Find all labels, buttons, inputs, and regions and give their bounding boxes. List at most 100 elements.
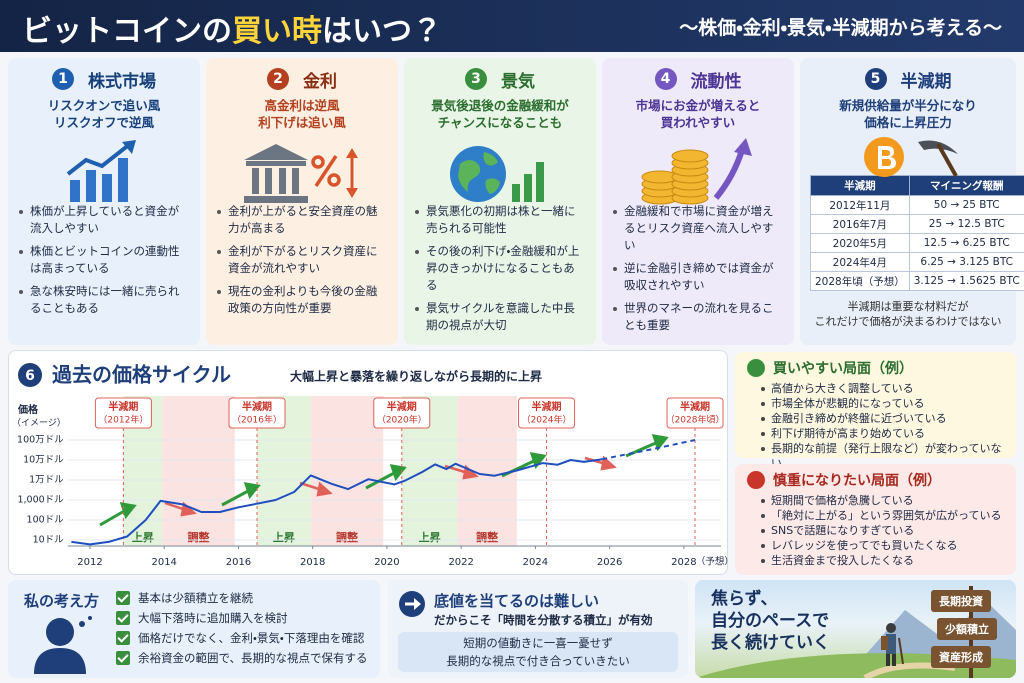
motto-line: 自分のペースで bbox=[711, 611, 830, 631]
checkbox bbox=[116, 651, 130, 665]
card-header: 3 景気 bbox=[414, 64, 586, 94]
phase-band bbox=[162, 396, 235, 546]
card-number: 5 bbox=[864, 68, 887, 90]
panel-item-text: 利下げ期待が高まり始めている bbox=[771, 427, 925, 440]
card-headline: 高金利は逆風 利下げは追い風 bbox=[216, 97, 388, 131]
liquidity-icon bbox=[641, 138, 752, 205]
panel-item: レバレッジを使ってでも買いたくなる bbox=[761, 538, 1004, 553]
down-arrow bbox=[164, 501, 197, 517]
halving-table: 半減期 マイニング報酬 2012年11月 50 → 25 BTC 2016年7月 25 →… bbox=[810, 175, 1024, 291]
table-cell: 2020年5月 bbox=[810, 233, 910, 253]
bullet: その後の利下げ・金融緩和が上昇のきっかけになることもある bbox=[414, 243, 586, 294]
bullet-dot bbox=[761, 559, 765, 563]
check-item: 基本は少額積立を継続 bbox=[116, 588, 376, 608]
price-line bbox=[71, 458, 603, 546]
bullet-text: 逆に金融引き締めでは資金が吸収されやすい bbox=[624, 261, 774, 292]
timing-note-line: 長期的な視点で付き合っていきたい bbox=[446, 654, 630, 668]
x-tick-label: 2020 bbox=[374, 557, 399, 568]
motto-line: 長く続けていく bbox=[711, 633, 830, 653]
buy-panel: 買いやすい局面（例） 高値から大きく調整している 市場全体が悲観的になっている 金融引… bbox=[735, 352, 1016, 470]
panel-title: 慎重になりたい局面（例） bbox=[747, 470, 1004, 490]
bullet-text: 金融緩和で市場に資金が増えるとリスク資産へ流入しやすい bbox=[624, 204, 774, 252]
bullet: 現在の金利よりも今後の金融政策の方向性が重要 bbox=[216, 283, 388, 317]
x-note: （予想） bbox=[696, 556, 728, 568]
bullet-text: 現在の金利よりも今後の金融政策の方向性が重要 bbox=[228, 284, 378, 315]
bullet-dot bbox=[217, 290, 221, 294]
phase-label: 上昇 bbox=[419, 530, 441, 544]
panel-item-text: 長期的な前提（発行上限など）が変わっていない bbox=[771, 442, 1002, 470]
bullet: 景気サイクルを意識した中長期の視点が大切 bbox=[414, 300, 586, 334]
panel-item: 長期的な前提（発行上限など）が変わっていない bbox=[761, 441, 1004, 471]
halving-box bbox=[228, 397, 286, 429]
bullet-dot bbox=[217, 250, 221, 254]
signpost: 少額積立 bbox=[937, 618, 997, 640]
bullet-dot bbox=[761, 529, 765, 533]
panel-item-text: 高値から大きく調整している bbox=[771, 382, 914, 395]
arrow-icon bbox=[399, 591, 425, 617]
panel-item-text: 「絶対に上がる」という雰囲気が広がっている bbox=[771, 509, 1002, 522]
halving-label: 半減期 bbox=[242, 400, 272, 413]
motto-line: 焦らず、 bbox=[711, 589, 778, 609]
x-tick-label: 2014 bbox=[151, 557, 176, 568]
bullet-dot bbox=[613, 307, 617, 311]
note-line: 半減期は重要な材料だが bbox=[847, 300, 969, 313]
y-tick-label: 10万ドル bbox=[23, 455, 64, 466]
bullet-dot bbox=[415, 307, 419, 311]
bullet-list: 株価が上昇していると資金が流入しやすい 株価とビットコインの連動性は高まっている急… bbox=[18, 203, 190, 317]
bullet-dot bbox=[19, 210, 23, 214]
my-view-list: 基本は少額積立を継続大幅下落時に追加購入を検討価格だけでなく、金利・景気・下落理… bbox=[116, 588, 376, 668]
card-header: 1 株式市場 bbox=[18, 64, 190, 94]
halving-year: （2012年） bbox=[98, 414, 148, 426]
bullet: 金融緩和で市場に資金が増えるとリスク資産へ流入しやすい bbox=[612, 203, 784, 254]
headline-line: チャンスになることも bbox=[437, 115, 563, 130]
down-arrow bbox=[584, 455, 617, 471]
panel-item: 市場全体が悲観的になっている bbox=[761, 396, 1004, 411]
title-part: ビットコインの bbox=[22, 14, 232, 49]
card-number: 3 bbox=[465, 68, 487, 90]
bullet-text: その後の利下げ・金融緩和が上昇のきっかけになることもある bbox=[426, 244, 580, 292]
card-title: 半減期 bbox=[900, 71, 952, 92]
panel-item: SNSで話題になりすぎている bbox=[761, 523, 1004, 538]
section-number-badge bbox=[18, 363, 42, 387]
bullet: 逆に金融引き締めでは資金が吸収されやすい bbox=[612, 260, 784, 294]
card-headline: 市場にお金が増えると 買われやすい bbox=[612, 97, 784, 131]
title-part: はいつ？ bbox=[322, 14, 442, 49]
panel-item-text: レバレッジを使ってでも買いたくなる bbox=[771, 539, 958, 552]
table-header: マイニング報酬 bbox=[908, 175, 1024, 196]
bullet-list: 景気悪化の初期は株と一緒に売られる可能性その後の利下げ・金融緩和が上昇のきっかけ… bbox=[414, 203, 586, 334]
bullet-dot bbox=[613, 210, 617, 214]
checkbox bbox=[116, 591, 130, 605]
headline-line: 高金利は逆風 bbox=[264, 98, 340, 113]
bank-icon bbox=[244, 144, 358, 203]
x-tick-label: 2018 bbox=[300, 557, 325, 568]
up-arrow bbox=[221, 482, 261, 507]
check-text: 大幅下落時に追加購入を検討 bbox=[138, 611, 288, 625]
card-headline: 景気後退後の金融緩和が チャンスになることも bbox=[414, 97, 586, 131]
my-view: 私の考え方 基本は少額積立を継続 大幅下落時に追加購入を検討 価格だけでなく、金利・… bbox=[8, 580, 380, 678]
phase-label: 上昇 bbox=[273, 530, 295, 544]
panel-item: 「絶対に上がる」という雰囲気が広がっている bbox=[761, 508, 1004, 523]
bullet-text: 株価とビットコインの連動性は高まっている bbox=[30, 244, 180, 275]
halving-label: 半減期 bbox=[680, 400, 710, 413]
bullet-dot bbox=[217, 210, 221, 214]
panel-item-text: 生活資金まで投入したくなる bbox=[771, 554, 914, 567]
page-title: ビットコインの買い時はいつ？ bbox=[22, 6, 442, 50]
check-item: 価格だけでなく、金利・景気・下落理由を確認 bbox=[116, 628, 376, 648]
bullet-text: 景気悪化の初期は株と一緒に売られる可能性 bbox=[426, 204, 576, 235]
person-icon bbox=[34, 616, 92, 674]
phase-label: 調整 bbox=[336, 530, 359, 544]
table-header-row: 半減期 マイニング報酬 bbox=[810, 175, 1024, 196]
panel-badge bbox=[747, 471, 765, 489]
card: 3 景気 景気後退後の金融緩和が チャンスになることも 景気悪化の初期は株と一緒に売られ… bbox=[404, 58, 596, 345]
bullet-dot bbox=[19, 250, 23, 254]
timing-lead: だからこそ「時間を分散する積立」が有効 bbox=[434, 613, 653, 627]
halving-box bbox=[94, 397, 152, 429]
panel-item: 利下げ期待が高まり始めている bbox=[761, 426, 1004, 441]
note-line: これだけで価格が決まるわけではない bbox=[814, 315, 1002, 328]
title-highlight: 買い時 bbox=[232, 14, 322, 49]
headline-line: リスクオフで逆風 bbox=[53, 115, 154, 130]
stock-icon bbox=[66, 140, 136, 202]
bullet-dot bbox=[19, 290, 23, 294]
panel-title-text: 買いやすい局面（例） bbox=[773, 361, 913, 377]
